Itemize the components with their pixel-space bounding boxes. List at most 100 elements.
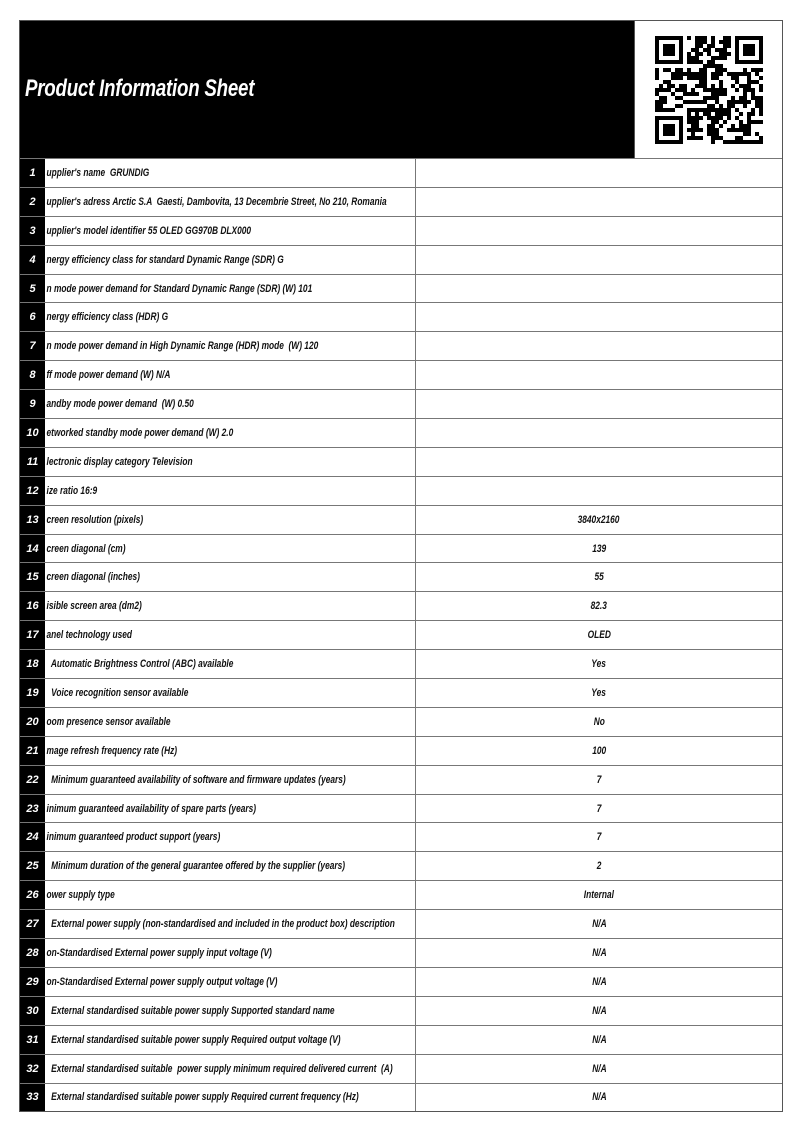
qr-module: [687, 92, 691, 96]
qr-module: [667, 108, 671, 112]
qr-module: [747, 124, 751, 128]
qr-module: [695, 136, 699, 140]
qr-module: [755, 120, 759, 124]
table-row: 28 on-Standardised External power supply …: [20, 938, 782, 967]
label-cell: on-Standardised External power supply in…: [45, 939, 416, 967]
value-cell: 3840x2160: [416, 506, 782, 534]
qr-module: [699, 40, 703, 44]
qr-module: [743, 124, 747, 128]
qr-module: [679, 84, 683, 88]
qr-module: [695, 48, 699, 52]
value-cell: Internal: [416, 881, 782, 909]
qr-module: [711, 120, 715, 124]
qr-module: [687, 112, 691, 116]
table-row: 19 Voice recognition sensor available Yes: [20, 678, 782, 707]
qr-module: [691, 116, 695, 120]
table-row: 29 on-Standardised External power supply …: [20, 966, 782, 996]
row-number: 27: [20, 910, 45, 939]
qr-module: [727, 36, 731, 40]
label-cell: n mode power demand for Standard Dynamic…: [45, 274, 416, 303]
qr-module: [759, 88, 763, 92]
qr-module: [751, 80, 755, 84]
qr-module: [707, 112, 711, 116]
qr-module: [691, 92, 695, 96]
qr-module: [683, 72, 687, 76]
qr-module: [703, 112, 707, 116]
row-number: 2: [20, 187, 45, 216]
qr-module: [715, 48, 719, 52]
row-value: OLED: [587, 629, 611, 642]
qr-module: [659, 84, 663, 88]
qr-module: [719, 68, 723, 72]
qr-module: [723, 92, 727, 96]
row-label: on-Standardised External power supply ou…: [46, 975, 278, 988]
qr-module: [727, 100, 731, 104]
qr-module: [699, 108, 703, 112]
qr-module: [687, 56, 691, 60]
qr-module: [687, 108, 691, 112]
row-label: n mode power demand for Standard Dynamic…: [46, 282, 313, 295]
qr-module: [695, 108, 699, 112]
qr-module: [735, 116, 739, 120]
qr-module: [735, 140, 739, 144]
row-label: mage refresh frequency rate (Hz): [46, 744, 178, 757]
label-cell: External standardised suitable power sup…: [45, 996, 416, 1025]
value-cell: N/A: [416, 939, 782, 967]
qr-module: [679, 104, 683, 108]
qr-module: [675, 88, 679, 92]
qr-module: [687, 120, 691, 124]
qr-module: [691, 136, 695, 140]
qr-module: [723, 68, 727, 72]
row-value: 7: [596, 831, 602, 844]
qr-module: [723, 40, 727, 44]
qr-module: [747, 84, 751, 88]
qr-module: [743, 140, 747, 144]
qr-module: [683, 84, 687, 88]
qr-module: [687, 72, 691, 76]
qr-module: [687, 60, 691, 64]
value-cell: 55: [416, 563, 782, 591]
qr-module: [711, 140, 715, 144]
qr-module: [759, 108, 763, 112]
qr-module: [727, 112, 731, 116]
qr-module: [755, 80, 759, 84]
row-number: 18: [20, 650, 45, 679]
qr-module: [751, 140, 755, 144]
qr-module: [715, 100, 719, 104]
row-label: External standardised suitable power sup…: [46, 1091, 359, 1104]
qr-module: [735, 128, 739, 132]
label-cell: upplier's adress Arctic S.A Gaesti, Damb…: [45, 187, 416, 216]
qr-module: [747, 120, 751, 124]
qr-module: [703, 88, 707, 92]
qr-module: [655, 68, 659, 72]
table-row: 30 External standardised suitable power …: [20, 995, 782, 1025]
qr-module: [671, 72, 675, 76]
row-number: 16: [20, 592, 45, 621]
table-row: 3 upplier's model identifier 55 OLED GG97…: [20, 215, 782, 245]
row-value: N/A: [591, 1091, 607, 1104]
qr-module: [743, 72, 747, 76]
qr-module: [711, 72, 715, 76]
row-number: 14: [20, 534, 45, 563]
qr-module: [691, 108, 695, 112]
qr-module: [675, 96, 679, 100]
qr-module: [663, 68, 667, 72]
qr-module: [715, 76, 719, 80]
label-cell: External standardised suitable power sup…: [45, 1083, 416, 1112]
qr-module: [667, 80, 671, 84]
row-value: 2: [596, 860, 602, 873]
qr-module: [735, 108, 739, 112]
qr-module: [723, 120, 727, 124]
qr-box: [634, 21, 782, 158]
qr-module: [695, 116, 699, 120]
qr-module: [655, 104, 659, 108]
row-value: Yes: [591, 658, 607, 671]
qr-module: [723, 36, 727, 40]
qr-module: [719, 136, 723, 140]
qr-module: [715, 88, 719, 92]
qr-module: [663, 100, 667, 104]
qr-module: [735, 72, 739, 76]
label-cell: nergy efficiency class for standard Dyna…: [45, 245, 416, 274]
qr-module: [695, 36, 699, 40]
